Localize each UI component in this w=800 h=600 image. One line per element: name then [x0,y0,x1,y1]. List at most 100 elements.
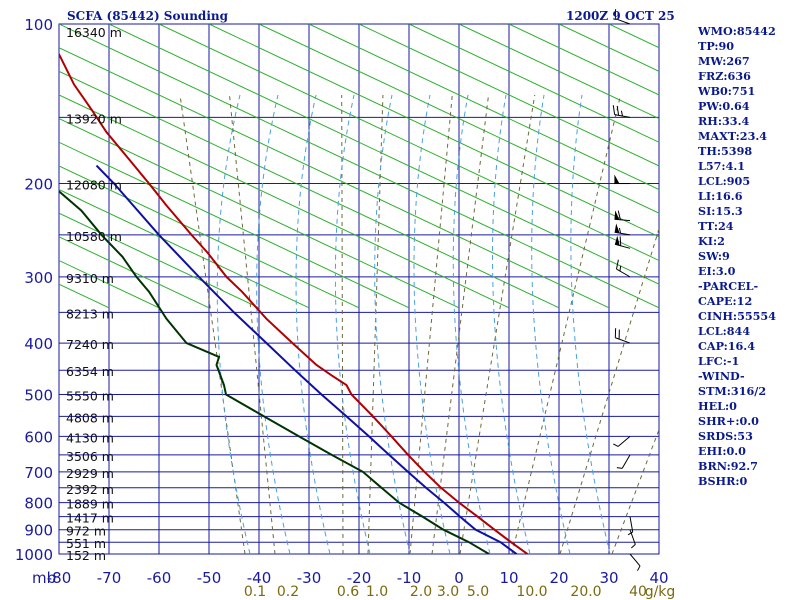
barb-flag [614,210,620,220]
sounding-traces [59,52,529,554]
temperature-tick-label: -20 [347,569,372,587]
wind-barbs [612,9,641,571]
dry-adiabat-line [208,24,659,238]
mixing-ratio-line [611,428,659,554]
moist-adiabat-line [492,94,531,554]
index-line: LCL:905 [698,174,751,188]
mixing-ratio-line [367,94,384,554]
temperature-tick-label: 20 [549,569,568,587]
index-line: -PARCEL- [698,279,759,293]
pressure-tick-label: 800 [24,495,53,513]
index-line: EI:3.0 [698,264,736,278]
index-line: CAPE:12 [698,294,753,308]
pressure-tick-label: 400 [24,335,53,353]
dry-adiabat-line [358,24,659,167]
mixing-ratio-label: 1.0 [366,584,388,600]
index-line: BSHR:0 [698,474,748,488]
temperature-tick-label: -10 [397,569,422,587]
wind-barb [614,235,631,249]
wind-barb [627,516,634,536]
mixing-ratio-line [179,94,246,554]
mixing-ratio-line [431,94,490,554]
pressure-tick-label: 700 [24,464,53,482]
mixing-ratio-line [459,94,536,554]
sounding-title: SCFA (85442) Sounding [67,9,228,23]
wind-barb [616,454,631,469]
moist-adiabat-line [295,94,331,554]
barb-half [619,265,622,272]
pressure-tick-label: 100 [24,16,53,34]
sounding-trace-0 [59,52,529,554]
index-line: TP:90 [698,39,735,53]
height-label: 7240 m [66,337,114,352]
height-label: 10580 m [66,229,122,244]
dry-adiabat-line [59,24,659,309]
barb-full [616,105,620,116]
mixing-ratio-label: 5.0 [467,584,489,600]
dry-adiabat-line [108,24,659,285]
temperature-tick-label: 10 [499,569,518,587]
mixing-ratio-line [229,94,276,554]
index-line: SRDS:53 [698,429,753,443]
barb-staff [616,268,631,278]
barb-flag [614,223,620,234]
temperature-tick-label: 30 [599,569,618,587]
temperature-tick-label: 0 [454,569,464,587]
wind-barb [629,553,641,571]
barb-half [620,110,624,117]
pressure-tick-label: 300 [24,269,53,287]
temperature-tick-label: -80 [47,569,72,587]
dry-adiabat-line [59,94,510,309]
barb-full [612,105,616,115]
height-label: 9310 m [66,271,114,286]
wind-barb [616,259,631,278]
barb-half [613,443,619,447]
mixing-ratio-label: g/kg [645,584,676,600]
dry-adiabat-line [59,307,60,308]
sounding-trace-2 [59,190,490,554]
chart-labels: -80 -70 -60 -50 -40 -30 -20 -10 0 10 20 30 40 100 200 3… [15,16,675,600]
barb-half [630,544,636,549]
wind-barb [612,105,631,118]
index-line: STM:316/2 [698,384,767,398]
wind-barb [629,529,636,549]
index-line: KI:2 [698,234,725,248]
height-label: 1417 m [66,511,114,526]
barb-staff [615,337,631,344]
index-line: HEL:0 [698,399,737,413]
mixing-ratio-label: 2.0 [410,584,432,600]
pressure-tick-label: 1000 [15,546,53,564]
dry-adiabat-line [258,24,659,214]
mixing-ratio-label: 20.0 [570,584,601,600]
barb-staff [621,454,631,469]
moist-adiabat-line [374,94,411,554]
mixing-ratio-line [409,94,453,554]
barb-staff [615,18,631,25]
index-line: BRN:92.7 [698,459,758,473]
mixing-ratio-label: 0.2 [277,584,299,600]
index-line: SW:9 [698,249,730,263]
temperature-tick-label: -40 [247,569,272,587]
index-line: FRZ:636 [698,69,751,83]
index-line: MAXT:23.4 [698,129,768,143]
pressure-tick-label: 600 [24,428,53,446]
mixing-ratio-line [511,94,622,554]
mixing-ratio-line [559,227,659,554]
index-line: LI:16.6 [698,189,743,203]
height-label: 2392 m [66,482,114,497]
wind-barb [614,174,630,185]
barb-full [616,259,619,270]
index-line: -WIND- [698,369,745,383]
skewed-isotherms [59,24,659,309]
barb-staff [629,553,641,567]
barb-half [627,531,633,536]
pressure-unit-label: mb [32,569,56,587]
dry-adiabat-line [59,236,210,309]
moist-adiabat-line [452,94,491,554]
height-label: 551 m [66,536,106,551]
barb-half [618,227,622,234]
chart-background-lines [58,23,660,555]
height-label: 3506 m [66,449,114,464]
moist-adiabat-line [256,94,291,554]
